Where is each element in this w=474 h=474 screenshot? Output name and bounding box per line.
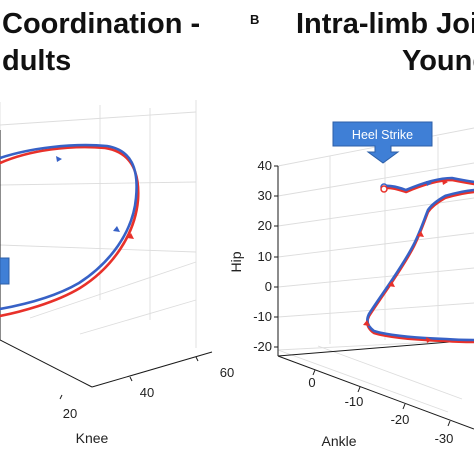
panel-a-title-line1: Coordination - xyxy=(2,8,200,40)
panel-b-x-ticks: 0 -10 -20 -30 xyxy=(308,369,454,446)
panel-b-z-tick: -20 xyxy=(253,339,272,354)
panel-b-grid xyxy=(277,127,474,413)
panel-a-series-blue xyxy=(0,143,138,311)
callout-label: Heel Strike xyxy=(352,128,413,142)
panel-b-z-label: Hip xyxy=(228,251,244,272)
panel-a-markers xyxy=(56,156,134,239)
panel-b-title-line2: Young xyxy=(402,45,474,77)
panel-b-box xyxy=(277,166,474,430)
panel-a-x-label: Knee xyxy=(76,430,109,446)
panel-b-x-tick: -20 xyxy=(391,412,410,427)
panel-a-series-red xyxy=(0,145,140,318)
panel-a-x-tick: 40 xyxy=(140,385,154,400)
direction-marker xyxy=(113,226,120,232)
panel-b-z-tick: 20 xyxy=(258,218,272,233)
panel-b-z-tick: 30 xyxy=(258,188,272,203)
heel-strike-marker-red xyxy=(380,185,388,193)
panel-a-callout-fragment xyxy=(0,257,10,285)
direction-marker xyxy=(127,233,134,239)
panel-b-letter: B xyxy=(250,12,259,27)
panel-a: Coordination - dults 20 40 60 Knee xyxy=(0,8,234,446)
panel-b-x-tick: -30 xyxy=(435,431,454,446)
panel-b-z-tick: 10 xyxy=(258,249,272,264)
panel-b-x-label: Ankle xyxy=(321,433,356,449)
panel-b-series-red xyxy=(366,178,474,344)
panel-a-x-tick: 20 xyxy=(63,406,77,421)
panel-b-z-tick: 0 xyxy=(265,279,272,294)
direction-marker xyxy=(388,281,395,287)
panel-b-z-ticks: 40 30 20 10 0 -10 -20 xyxy=(253,158,278,354)
panel-b-z-tick: -10 xyxy=(253,309,272,324)
panel-b-z-tick: 40 xyxy=(258,158,272,173)
direction-marker xyxy=(426,181,432,186)
panel-b-series-blue xyxy=(366,176,474,342)
callout-arrow-box xyxy=(332,121,433,164)
direction-marker xyxy=(442,180,448,185)
direction-marker xyxy=(363,320,370,326)
panel-b-x-tick: 0 xyxy=(308,375,315,390)
panel-a-grid xyxy=(0,100,197,348)
heel-strike-callout: Heel Strike xyxy=(332,121,433,164)
panel-a-x-tick: 60 xyxy=(220,365,234,380)
panel-a-x-ticks: 20 40 60 xyxy=(59,356,234,421)
panel-a-title-line2: dults xyxy=(2,45,71,77)
panel-b-title-line1: Intra-limb Joint xyxy=(296,8,474,40)
direction-marker xyxy=(417,231,424,237)
panel-b: B Intra-limb Joint Young xyxy=(228,8,474,449)
panel-a-box xyxy=(0,130,213,388)
panel-b-markers xyxy=(363,180,448,343)
panel-b-x-tick: -10 xyxy=(345,394,364,409)
direction-marker xyxy=(426,337,432,343)
direction-marker xyxy=(56,156,62,162)
